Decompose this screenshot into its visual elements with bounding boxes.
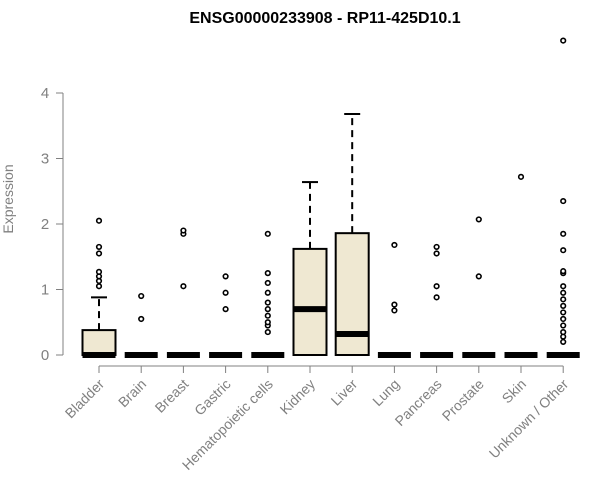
box-bladder xyxy=(81,217,117,358)
outlier-point xyxy=(222,273,229,280)
x-tick-label: Prostate xyxy=(439,376,487,424)
box-prostate xyxy=(462,216,496,358)
outlier-point xyxy=(264,306,271,313)
outlier-point xyxy=(95,283,103,290)
outlier-point xyxy=(138,292,145,300)
box-brain xyxy=(124,292,158,358)
box-gastric xyxy=(209,273,243,358)
outlier-point xyxy=(560,197,567,205)
outlier-point xyxy=(433,283,440,290)
y-axis: 0 1 2 3 4 xyxy=(41,85,64,364)
outlier-point xyxy=(95,250,103,257)
box-skin xyxy=(504,173,538,358)
outlier-point xyxy=(264,319,271,326)
outlier-point xyxy=(264,328,271,336)
outlier-point xyxy=(180,283,187,290)
outlier-point xyxy=(560,296,567,303)
outlier-point xyxy=(391,301,398,308)
box-breast xyxy=(166,227,200,358)
outlier-point xyxy=(560,268,567,275)
box-kidney xyxy=(292,181,328,356)
box-hematopoietic-cells xyxy=(251,230,285,358)
outlier-point xyxy=(264,299,271,306)
outlier-point xyxy=(560,328,567,336)
outlier-point xyxy=(180,227,187,234)
y-tick-label: 3 xyxy=(41,151,49,168)
outlier-point xyxy=(560,322,567,329)
outlier-point xyxy=(433,243,440,251)
box-lung xyxy=(377,241,411,358)
outlier-point xyxy=(264,230,271,237)
outlier-point xyxy=(264,289,271,296)
outlier-point xyxy=(560,283,567,290)
outlier-point xyxy=(560,315,567,323)
outlier-point xyxy=(264,270,271,277)
x-tick-label: Skin xyxy=(499,376,530,407)
box-pancreas xyxy=(420,243,454,358)
y-tick-label: 0 xyxy=(41,347,49,364)
x-tick-label: Lung xyxy=(369,376,402,409)
x-tick-label: Kidney xyxy=(277,376,319,418)
x-tick-label: Liver xyxy=(328,376,361,409)
outlier-point xyxy=(433,250,440,257)
outlier-point xyxy=(433,294,440,301)
outlier-point xyxy=(560,309,567,316)
outlier-point xyxy=(138,315,145,323)
outlier-point xyxy=(560,37,567,44)
outlier-point xyxy=(560,302,567,309)
outlier-point xyxy=(517,173,525,180)
boxes-group xyxy=(81,37,580,358)
y-tick-label: 2 xyxy=(41,216,49,233)
outlier-point xyxy=(560,338,567,346)
outlier-point xyxy=(391,241,398,249)
outlier-point xyxy=(264,279,271,287)
box-liver xyxy=(334,112,370,356)
outlier-point xyxy=(95,217,103,224)
outlier-point xyxy=(391,307,398,314)
outlier-point xyxy=(560,247,567,254)
outlier-point xyxy=(560,289,567,296)
outlier-point xyxy=(264,312,271,319)
outlier-point xyxy=(475,273,482,280)
outlier-point xyxy=(95,243,103,251)
box-body xyxy=(81,329,117,356)
outlier-point xyxy=(95,268,103,275)
outlier-point xyxy=(222,306,229,313)
y-axis-label: Expression xyxy=(0,164,16,233)
y-tick-label: 4 xyxy=(41,85,49,102)
x-tick-label: Brain xyxy=(115,376,149,410)
x-tick-label: Bladder xyxy=(62,376,108,422)
outlier-point xyxy=(475,216,482,223)
x-tick-label: Unknown / Other xyxy=(486,376,572,462)
y-tick-label: 1 xyxy=(41,282,49,299)
box-unknown-other xyxy=(546,37,580,358)
chart-title: ENSG00000233908 - RP11-425D10.1 xyxy=(189,10,460,27)
x-tick-label: Pancreas xyxy=(392,376,445,429)
outlier-point xyxy=(222,289,229,296)
box-body xyxy=(292,247,328,356)
x-tick-label: Breast xyxy=(152,376,192,416)
outlier-point xyxy=(560,230,567,237)
